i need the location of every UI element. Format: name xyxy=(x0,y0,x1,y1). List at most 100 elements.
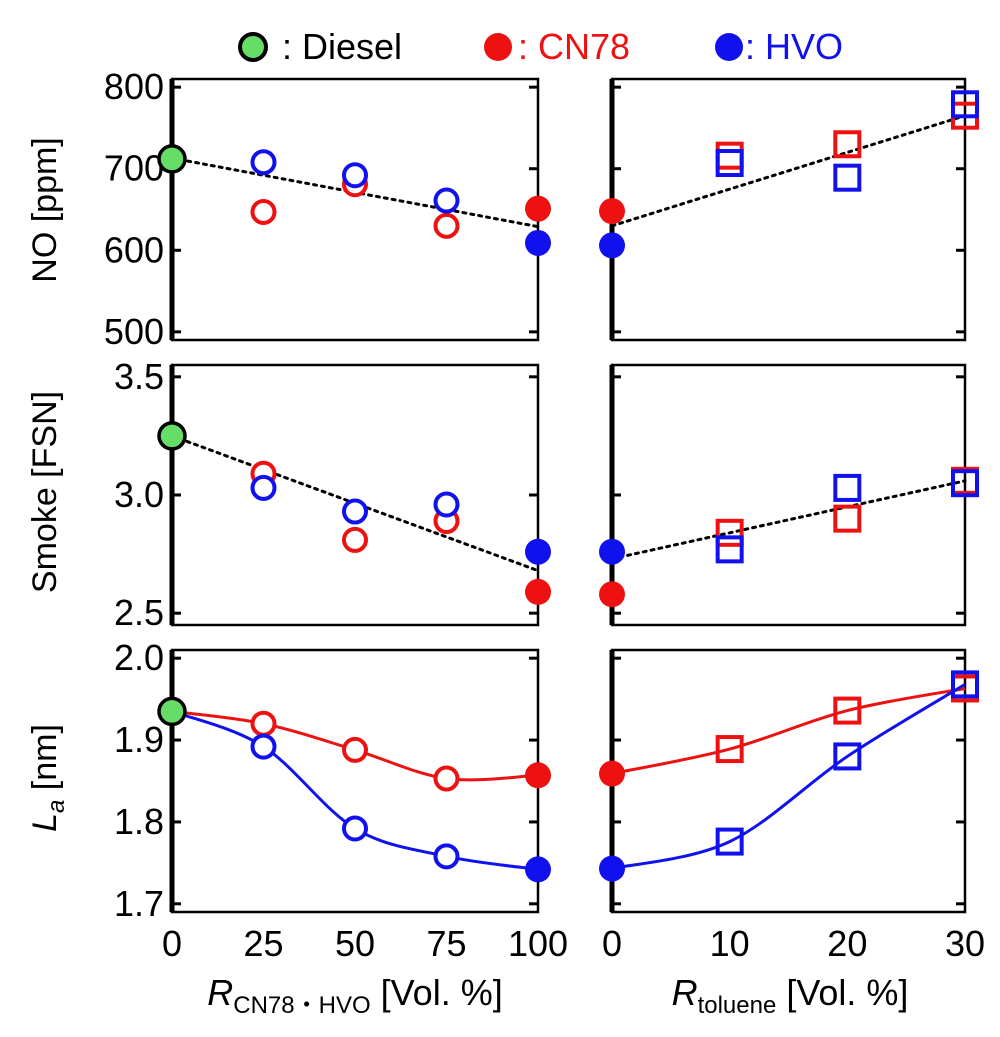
point-open-hvo xyxy=(342,498,368,525)
y-axis-label-la-rest: [nm] xyxy=(26,724,64,800)
point-filled-hvo xyxy=(599,538,625,565)
point-square-hvo xyxy=(951,469,979,498)
point-filled-hvo xyxy=(599,855,625,882)
point-filled-hvo xyxy=(525,538,551,565)
y-axis-label-la-sub: a xyxy=(43,800,70,813)
point-square-hvo xyxy=(951,670,979,699)
point-filled-diesel xyxy=(157,421,187,451)
point-square-cn78 xyxy=(833,504,862,533)
point-filled-cn78 xyxy=(525,762,551,789)
panel-frame xyxy=(170,77,540,342)
x-axis-label-left-sub: CN78・HVO xyxy=(233,992,370,1019)
panel-frame xyxy=(170,363,540,627)
series-line-hvo xyxy=(171,710,539,871)
legend-hvo-label: : HVO xyxy=(745,26,843,67)
y-tick-label: 500 xyxy=(104,311,164,352)
y-axis-label-la-main: L xyxy=(26,813,64,832)
panel-la-right: 0 10 20 30 xyxy=(599,648,985,964)
point-filled-hvo xyxy=(599,232,625,259)
legend-cn78-marker xyxy=(484,33,512,61)
point-filled-cn78 xyxy=(599,198,625,225)
point-open-cn78 xyxy=(250,198,277,225)
y-tick-label: 2.5 xyxy=(114,592,164,633)
x-axis-label-right-main: R xyxy=(672,972,698,1013)
x-axis-label-right-rest: [Vol. %] xyxy=(776,972,908,1013)
point-open-hvo xyxy=(342,162,368,189)
point-square-hvo xyxy=(833,473,862,502)
point-square-cn78 xyxy=(715,518,744,547)
trend-line xyxy=(610,114,967,228)
point-open-hvo xyxy=(250,149,277,176)
point-square-hvo xyxy=(951,90,979,119)
y-axis-label-smoke: Smoke [FSN] xyxy=(26,391,64,593)
point-filled-cn78 xyxy=(599,581,625,608)
x-tick-label: 100 xyxy=(508,923,568,964)
point-square-hvo xyxy=(833,163,862,192)
point-square-cn78 xyxy=(833,696,862,725)
x-axis-label-left: RCN78・HVO [Vol. %] xyxy=(207,972,502,1019)
point-open-hvo xyxy=(250,474,277,501)
x-tick-label: 10 xyxy=(710,923,750,964)
y-tick-label: 700 xyxy=(104,148,164,189)
y-tick-label: 1.8 xyxy=(114,801,164,842)
legend-hvo-marker xyxy=(715,33,743,61)
x-tick-label: 25 xyxy=(243,923,283,964)
x-axis-label-left-rest: [Vol. %] xyxy=(371,972,503,1013)
point-open-hvo xyxy=(342,815,368,842)
point-square-cn78 xyxy=(715,735,744,764)
panel-frame xyxy=(170,648,540,914)
y-tick-label: 1.9 xyxy=(114,719,164,760)
y-tick-label: 2.0 xyxy=(114,637,164,678)
point-filled-hvo xyxy=(525,229,551,256)
point-filled-cn78 xyxy=(525,195,551,222)
series-line-cn78 xyxy=(611,687,966,776)
point-filled-diesel xyxy=(157,144,187,174)
panel-la-left: 1.7 1.8 1.9 2.0 0 25 50 75 100 xyxy=(114,637,568,964)
x-axis-label-right: Rtoluene [Vol. %] xyxy=(672,972,909,1019)
x-tick-label: 20 xyxy=(827,923,867,964)
x-tick-label: 0 xyxy=(162,923,182,964)
x-tick-label: 30 xyxy=(945,923,985,964)
panel-smoke-right xyxy=(599,363,979,627)
point-square-cn78 xyxy=(833,130,862,159)
point-open-hvo xyxy=(433,843,460,870)
y-tick-label: 800 xyxy=(104,66,164,107)
y-tick-label: 3.5 xyxy=(114,356,164,397)
point-open-cn78 xyxy=(433,765,460,792)
point-open-cn78 xyxy=(433,212,460,239)
point-filled-cn78 xyxy=(525,578,551,605)
point-open-cn78 xyxy=(342,526,368,553)
point-open-hvo xyxy=(433,491,460,518)
legend: : Diesel : CN78 : HVO xyxy=(238,26,843,67)
series-line-hvo xyxy=(611,683,966,871)
panel-no-right xyxy=(599,77,979,342)
point-open-hvo xyxy=(250,733,277,760)
x-axis-label-left-main: R xyxy=(207,972,233,1013)
x-tick-label: 75 xyxy=(426,923,466,964)
point-square-hvo xyxy=(715,149,744,178)
point-filled-hvo xyxy=(525,856,551,883)
y-axis-label-la: La [nm] xyxy=(26,724,70,832)
y-tick-label: 600 xyxy=(104,229,164,270)
point-square-hvo xyxy=(715,827,744,856)
point-square-hvo xyxy=(833,742,862,771)
legend-diesel-label: : Diesel xyxy=(282,26,402,67)
point-square-hvo xyxy=(715,535,744,564)
y-tick-label: 3.0 xyxy=(114,474,164,515)
panel-no-left: 500 600 700 800 xyxy=(104,66,551,352)
y-axis-label-no: NO [ppm] xyxy=(26,137,64,282)
legend-cn78-label: : CN78 xyxy=(518,26,630,67)
x-tick-label: 50 xyxy=(335,923,375,964)
x-axis-label-right-sub: toluene xyxy=(698,992,777,1019)
y-tick-label: 1.7 xyxy=(114,883,164,924)
point-open-cn78 xyxy=(342,736,368,763)
x-tick-label: 0 xyxy=(602,923,622,964)
trend-line xyxy=(610,479,967,561)
legend-diesel-marker xyxy=(238,32,268,62)
point-open-hvo xyxy=(433,187,460,214)
panel-frame xyxy=(610,363,967,627)
panels: 500 600 700 800 2.5 3.0 3.5 1.7 1.8 1.9 2.0 0 25 50 75… xyxy=(104,66,985,964)
point-square-cn78 xyxy=(715,141,744,170)
panel-frame xyxy=(610,648,967,914)
